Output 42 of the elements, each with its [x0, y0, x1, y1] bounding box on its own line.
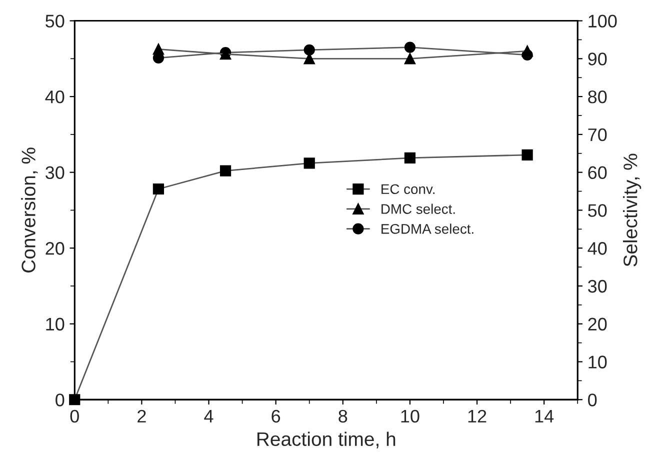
y2-tick-label: 80 — [588, 90, 607, 104]
x-tick-label: 4 — [204, 410, 214, 422]
y-axis-title: Conversion, % — [21, 148, 38, 272]
y2-tick-label: 90 — [588, 52, 607, 66]
x-tick-label: 0 — [70, 410, 79, 423]
y2-tick-label: 70 — [588, 128, 607, 142]
y-tick-label: 20 — [46, 242, 64, 255]
point — [304, 44, 315, 56]
y-tick-label: 40 — [45, 90, 64, 104]
y2-tick-label: 100 — [588, 14, 617, 28]
y2-tick-label: 40 — [588, 242, 607, 255]
y-tick-label: 0 — [56, 394, 64, 406]
point — [152, 183, 164, 195]
point — [69, 394, 80, 406]
point — [522, 149, 533, 160]
y-tick-label: 10 — [46, 318, 64, 331]
x-tick-label: 12 — [468, 410, 486, 422]
y2-tick-label: 0 — [588, 394, 597, 406]
x-axis-title: Reaction time, h — [257, 432, 396, 448]
point — [304, 158, 315, 169]
point — [152, 44, 164, 55]
legend-label: DMC select. — [382, 204, 455, 214]
legend-label: EGDMA select. — [382, 224, 474, 234]
point — [404, 53, 416, 64]
y-tick-label: 30 — [46, 166, 64, 180]
x-tick-label: 8 — [338, 410, 348, 423]
x-tick-label: 2 — [138, 410, 146, 422]
y2-tick-label: 30 — [588, 280, 607, 293]
y2-tick-label: 50 — [588, 204, 607, 217]
y2-tick-label: 60 — [588, 166, 607, 180]
point — [220, 165, 232, 176]
x-tick-label: 6 — [272, 410, 280, 423]
point — [522, 46, 533, 57]
point — [404, 152, 416, 164]
y2-tick-label: 20 — [588, 318, 607, 331]
x-tick-label: 14 — [535, 410, 554, 422]
y2-axis-title: Selectivity, % — [623, 154, 642, 266]
y-tick-label: 50 — [46, 14, 64, 28]
point — [404, 42, 416, 53]
y2-tick-label: 10 — [588, 356, 607, 368]
legend-label: EC conv. — [382, 184, 434, 194]
x-tick-label: 10 — [401, 410, 420, 423]
